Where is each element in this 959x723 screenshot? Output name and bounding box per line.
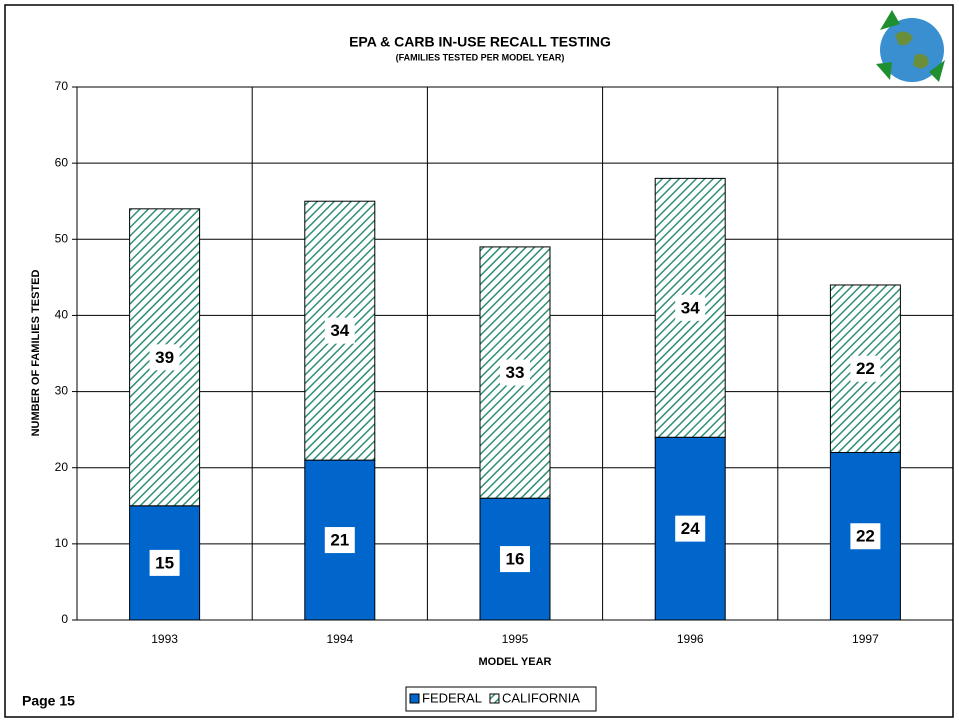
x-axis-label: MODEL YEAR — [479, 656, 552, 668]
y-tick-label: 50 — [55, 231, 69, 245]
data-label: 34 — [681, 298, 700, 317]
data-label: 21 — [330, 531, 349, 550]
chart-subtitle: (FAMILIES TESTED PER MODEL YEAR) — [396, 52, 565, 62]
data-label: 33 — [506, 363, 525, 382]
data-label-box — [500, 359, 530, 386]
data-label-box — [324, 317, 355, 344]
x-tick-label: 1997 — [852, 632, 879, 646]
bar-segment — [654, 436, 726, 621]
y-tick-label: 20 — [55, 460, 69, 474]
data-label-box — [675, 515, 706, 542]
data-label: 34 — [330, 321, 349, 340]
data-label: 15 — [155, 553, 174, 572]
data-label-box — [149, 549, 180, 576]
page-number: Page 15 — [22, 693, 75, 709]
legend-label: FEDERAL — [422, 690, 482, 705]
data-label: 39 — [155, 348, 174, 367]
y-tick-label: 30 — [55, 384, 69, 398]
data-label: 16 — [506, 550, 525, 569]
x-tick-label: 1996 — [677, 632, 704, 646]
y-tick-label: 60 — [55, 155, 69, 169]
data-label-box — [324, 527, 355, 554]
legend-swatch — [489, 693, 500, 704]
legend-box — [405, 686, 597, 712]
data-label: 24 — [681, 519, 700, 538]
data-label-box — [500, 546, 530, 573]
legend-swatch — [409, 693, 420, 704]
data-label: 22 — [856, 527, 875, 546]
x-tick-label: 1994 — [326, 632, 353, 646]
y-tick-label: 10 — [55, 536, 69, 550]
data-label-box — [850, 523, 881, 550]
data-label-box — [149, 344, 180, 371]
y-axis-label: NUMBER OF FAMILIES TESTED — [30, 270, 42, 437]
globe-icon — [876, 10, 945, 82]
y-tick-label: 0 — [61, 612, 68, 626]
legend-label: CALIFORNIA — [502, 690, 580, 705]
data-label: 22 — [856, 359, 875, 378]
x-tick-label: 1993 — [151, 632, 178, 646]
x-tick-label: 1995 — [502, 632, 529, 646]
y-tick-label: 40 — [55, 308, 69, 322]
data-label-box — [675, 294, 706, 321]
chart-title: EPA & CARB IN-USE RECALL TESTING — [349, 34, 611, 50]
data-label-box — [850, 355, 881, 382]
y-tick-label: 70 — [55, 79, 69, 93]
